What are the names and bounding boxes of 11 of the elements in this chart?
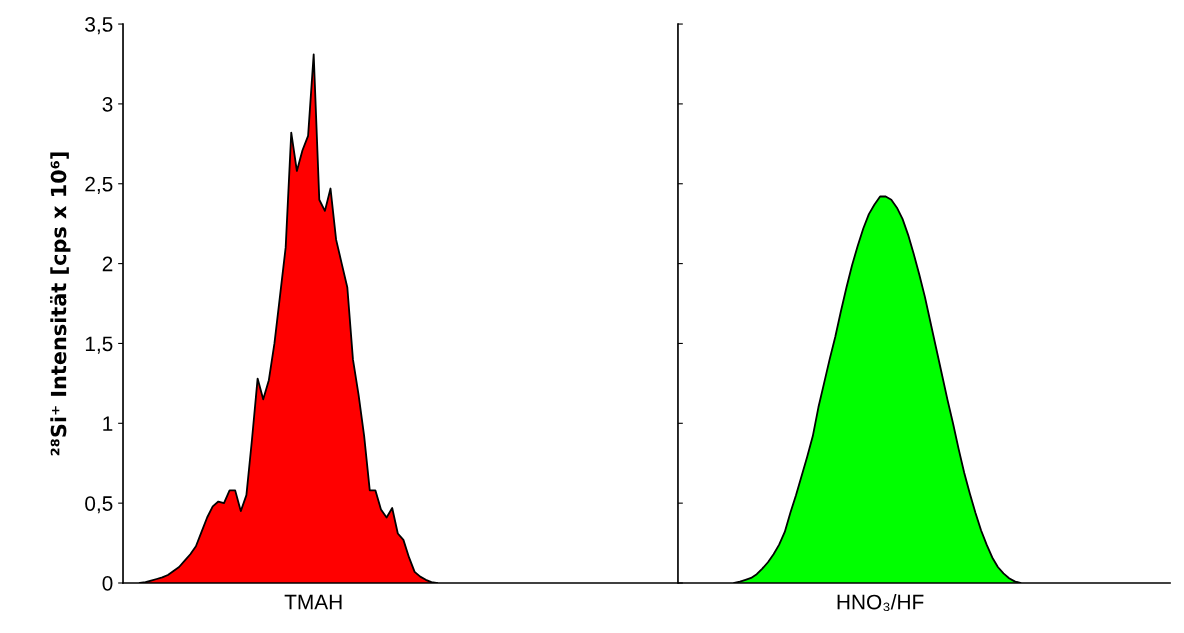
- y-tick-label: 1: [103, 416, 113, 431]
- y-tick-label: 3,5: [85, 17, 113, 35]
- y-tick-label: 3: [102, 96, 113, 112]
- y-tick-label: 1,5: [85, 336, 113, 354]
- y-tick-label: 0: [102, 575, 113, 591]
- x-tick-label: HNO₃/HF: [837, 594, 924, 612]
- y-axis-title: ²⁸Si⁺ Intensität [cps x 10⁶]: [49, 152, 71, 456]
- y-tick-label: 0,5: [85, 496, 113, 514]
- x-tick-label: TMAH: [284, 594, 342, 610]
- y-tick-label: 2: [102, 256, 113, 272]
- y-tick-label: 2,5: [85, 176, 113, 194]
